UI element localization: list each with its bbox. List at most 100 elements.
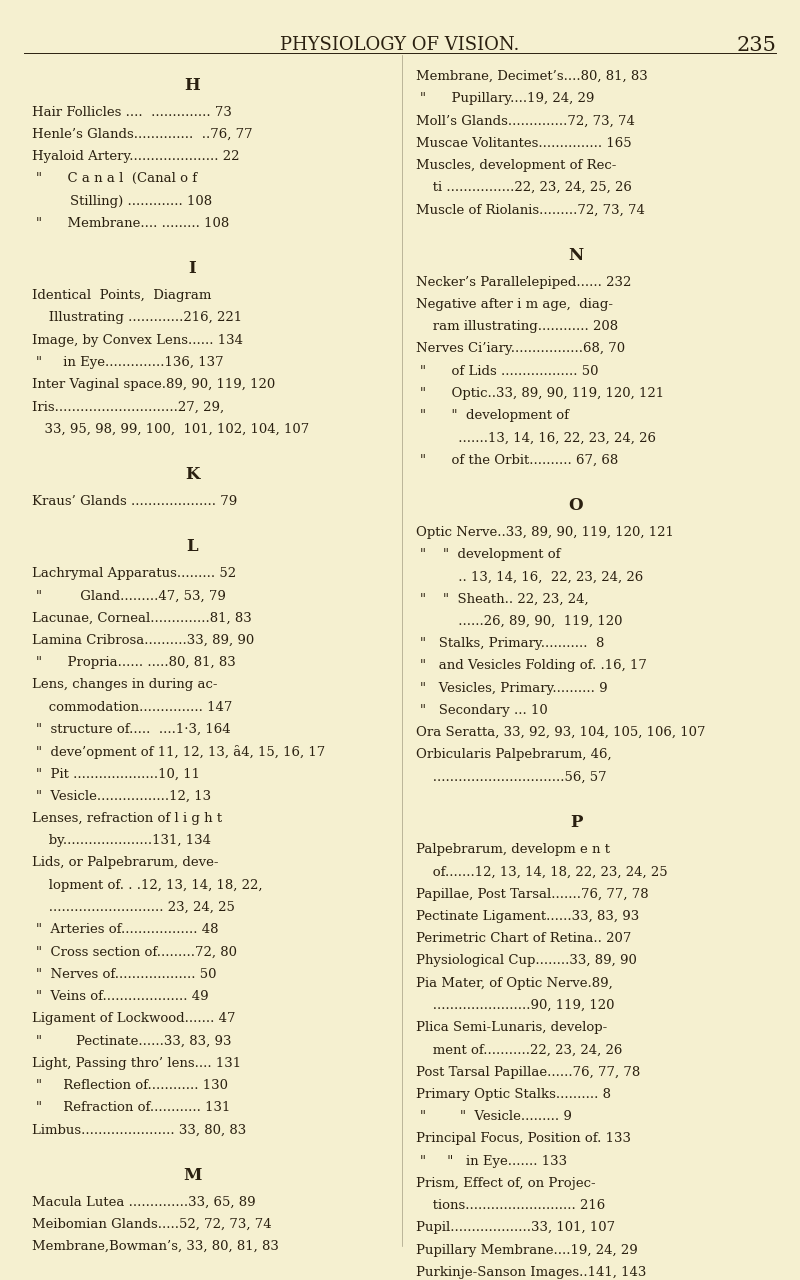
Text: Purkinje-Sanson Images..141, 143: Purkinje-Sanson Images..141, 143 bbox=[416, 1266, 646, 1279]
Text: Membrane,Bowman’s, 33, 80, 81, 83: Membrane,Bowman’s, 33, 80, 81, 83 bbox=[32, 1240, 279, 1253]
Text: tions.......................... 216: tions.......................... 216 bbox=[420, 1199, 606, 1212]
Text: P: P bbox=[570, 814, 582, 831]
Text: "     in Eye..............136, 137: " in Eye..............136, 137 bbox=[36, 356, 224, 369]
Text: .......................90, 119, 120: .......................90, 119, 120 bbox=[420, 998, 614, 1011]
Text: "      Propria...... .....80, 81, 83: " Propria...... .....80, 81, 83 bbox=[36, 657, 236, 669]
Text: Principal Focus, Position of. 133: Principal Focus, Position of. 133 bbox=[416, 1133, 631, 1146]
Text: "     "   in Eye....... 133: " " in Eye....... 133 bbox=[420, 1155, 567, 1167]
Text: ........................... 23, 24, 25: ........................... 23, 24, 25 bbox=[36, 901, 235, 914]
Text: Light, Passing thro’ lens.... 131: Light, Passing thro’ lens.... 131 bbox=[32, 1056, 241, 1070]
Text: ment of...........22, 23, 24, 26: ment of...........22, 23, 24, 26 bbox=[420, 1043, 622, 1056]
Text: Identical  Points,  Diagram: Identical Points, Diagram bbox=[32, 289, 211, 302]
Text: Henle’s Glands..............  ..76, 77: Henle’s Glands.............. ..76, 77 bbox=[32, 128, 253, 141]
Text: Illustrating .............216, 221: Illustrating .............216, 221 bbox=[36, 311, 242, 324]
Text: "      of the Orbit.......... 67, 68: " of the Orbit.......... 67, 68 bbox=[420, 453, 618, 467]
Text: "  Pit ....................10, 11: " Pit ....................10, 11 bbox=[36, 768, 200, 781]
Text: Membrane, Decimet’s....80, 81, 83: Membrane, Decimet’s....80, 81, 83 bbox=[416, 70, 648, 83]
Text: Lacunae, Corneal..............81, 83: Lacunae, Corneal..............81, 83 bbox=[32, 612, 252, 625]
Text: "  deve’opment of 11, 12, 13, ȃ4, 15, 16, 17: " deve’opment of 11, 12, 13, ȃ4, 15, 16,… bbox=[36, 745, 326, 759]
Text: Post Tarsal Papillae......76, 77, 78: Post Tarsal Papillae......76, 77, 78 bbox=[416, 1065, 640, 1079]
Text: ...............................56, 57: ...............................56, 57 bbox=[420, 771, 606, 783]
Text: Papillae, Post Tarsal.......76, 77, 78: Papillae, Post Tarsal.......76, 77, 78 bbox=[416, 887, 649, 901]
Text: Optic Nerve..33, 89, 90, 119, 120, 121: Optic Nerve..33, 89, 90, 119, 120, 121 bbox=[416, 526, 674, 539]
Text: "    "  development of: " " development of bbox=[420, 548, 561, 561]
Text: Pupil...................33, 101, 107: Pupil...................33, 101, 107 bbox=[416, 1221, 615, 1234]
Text: M: M bbox=[183, 1167, 201, 1184]
Text: "      Membrane.... ......... 108: " Membrane.... ......... 108 bbox=[36, 216, 230, 229]
Text: Kraus’ Glands .................... 79: Kraus’ Glands .................... 79 bbox=[32, 495, 238, 508]
Text: Pupillary Membrane....19, 24, 29: Pupillary Membrane....19, 24, 29 bbox=[416, 1243, 638, 1257]
Text: ......26, 89, 90,  119, 120: ......26, 89, 90, 119, 120 bbox=[420, 614, 622, 628]
Text: Lachrymal Apparatus......... 52: Lachrymal Apparatus......... 52 bbox=[32, 567, 236, 580]
Text: Lens, changes in during ac-: Lens, changes in during ac- bbox=[32, 678, 218, 691]
Text: "    "  Sheath.. 22, 23, 24,: " " Sheath.. 22, 23, 24, bbox=[420, 593, 589, 605]
Text: Ora Seratta, 33, 92, 93, 104, 105, 106, 107: Ora Seratta, 33, 92, 93, 104, 105, 106, … bbox=[416, 726, 706, 740]
Text: "     Reflection of............ 130: " Reflection of............ 130 bbox=[36, 1079, 228, 1092]
Text: L: L bbox=[186, 539, 198, 556]
Text: "   and Vesicles Folding of. .16, 17: " and Vesicles Folding of. .16, 17 bbox=[420, 659, 647, 672]
Text: "        "  Vesicle......... 9: " " Vesicle......... 9 bbox=[420, 1110, 572, 1123]
Text: Meibomian Glands.....52, 72, 73, 74: Meibomian Glands.....52, 72, 73, 74 bbox=[32, 1217, 272, 1231]
Text: I: I bbox=[188, 260, 196, 278]
Text: Muscae Volitantes............... 165: Muscae Volitantes............... 165 bbox=[416, 137, 632, 150]
Text: "   Secondary ... 10: " Secondary ... 10 bbox=[420, 704, 548, 717]
Text: Muscle of Riolanis.........72, 73, 74: Muscle of Riolanis.........72, 73, 74 bbox=[416, 204, 645, 216]
Text: "      of Lids .................. 50: " of Lids .................. 50 bbox=[420, 365, 598, 378]
Text: 33, 95, 98, 99, 100,  101, 102, 104, 107: 33, 95, 98, 99, 100, 101, 102, 104, 107 bbox=[36, 422, 310, 435]
Text: Iris.............................27, 29,: Iris.............................27, 29, bbox=[32, 401, 224, 413]
Text: Inter Vaginal space.89, 90, 119, 120: Inter Vaginal space.89, 90, 119, 120 bbox=[32, 378, 275, 392]
Text: Moll’s Glands..............72, 73, 74: Moll’s Glands..............72, 73, 74 bbox=[416, 114, 635, 128]
Text: Stilling) ............. 108: Stilling) ............. 108 bbox=[36, 195, 212, 207]
Text: Negative after i m age,  diag-: Negative after i m age, diag- bbox=[416, 298, 613, 311]
Text: "   Stalks, Primary...........  8: " Stalks, Primary........... 8 bbox=[420, 637, 604, 650]
Text: Plica Semi-Lunaris, develop-: Plica Semi-Lunaris, develop- bbox=[416, 1021, 607, 1034]
Text: Lenses, refraction of l i g h t: Lenses, refraction of l i g h t bbox=[32, 812, 222, 824]
Text: "  Vesicle.................12, 13: " Vesicle.................12, 13 bbox=[36, 790, 211, 803]
Text: "  Arteries of.................. 48: " Arteries of.................. 48 bbox=[36, 923, 218, 936]
Text: "   Vesicles, Primary.......... 9: " Vesicles, Primary.......... 9 bbox=[420, 682, 608, 695]
Text: commodation............... 147: commodation............... 147 bbox=[36, 700, 232, 714]
Text: "         Gland.........47, 53, 79: " Gland.........47, 53, 79 bbox=[36, 589, 226, 603]
Text: PHYSIOLOGY OF VISION.: PHYSIOLOGY OF VISION. bbox=[280, 36, 520, 54]
Text: .......13, 14, 16, 22, 23, 24, 26: .......13, 14, 16, 22, 23, 24, 26 bbox=[420, 431, 656, 444]
Text: "      Optic..33, 89, 90, 119, 120, 121: " Optic..33, 89, 90, 119, 120, 121 bbox=[420, 387, 664, 399]
Text: O: O bbox=[569, 497, 583, 515]
Text: Physiological Cup........33, 89, 90: Physiological Cup........33, 89, 90 bbox=[416, 955, 637, 968]
Text: 235: 235 bbox=[736, 36, 776, 55]
Text: .. 13, 14, 16,  22, 23, 24, 26: .. 13, 14, 16, 22, 23, 24, 26 bbox=[420, 571, 643, 584]
Text: Muscles, development of Rec-: Muscles, development of Rec- bbox=[416, 159, 616, 172]
Text: of.......12, 13, 14, 18, 22, 23, 24, 25: of.......12, 13, 14, 18, 22, 23, 24, 25 bbox=[420, 865, 668, 878]
Text: "  structure of.....  ....1·3, 164: " structure of..... ....1·3, 164 bbox=[36, 723, 230, 736]
Text: Lamina Cribrosa..........33, 89, 90: Lamina Cribrosa..........33, 89, 90 bbox=[32, 634, 254, 646]
Text: "      "  development of: " " development of bbox=[420, 410, 569, 422]
Text: Pia Mater, of Optic Nerve.89,: Pia Mater, of Optic Nerve.89, bbox=[416, 977, 613, 989]
Text: Image, by Convex Lens...... 134: Image, by Convex Lens...... 134 bbox=[32, 334, 243, 347]
Text: Macula Lutea ..............33, 65, 89: Macula Lutea ..............33, 65, 89 bbox=[32, 1196, 256, 1208]
Text: Hyaloid Artery..................... 22: Hyaloid Artery..................... 22 bbox=[32, 150, 239, 163]
Text: K: K bbox=[185, 466, 199, 483]
Text: ram illustrating............ 208: ram illustrating............ 208 bbox=[420, 320, 618, 333]
Text: by.....................131, 134: by.....................131, 134 bbox=[36, 835, 211, 847]
Text: Limbus...................... 33, 80, 83: Limbus...................... 33, 80, 83 bbox=[32, 1124, 246, 1137]
Text: lopment of. . .12, 13, 14, 18, 22,: lopment of. . .12, 13, 14, 18, 22, bbox=[36, 878, 262, 892]
Text: "  Nerves of................... 50: " Nerves of................... 50 bbox=[36, 968, 217, 980]
Text: "  Cross section of.........72, 80: " Cross section of.........72, 80 bbox=[36, 946, 237, 959]
Text: ti ................22, 23, 24, 25, 26: ti ................22, 23, 24, 25, 26 bbox=[420, 182, 632, 195]
Text: "     Refraction of............ 131: " Refraction of............ 131 bbox=[36, 1101, 230, 1114]
Text: "      C a n a l  (Canal o f: " C a n a l (Canal o f bbox=[36, 173, 197, 186]
Text: Hair Follicles ....  .............. 73: Hair Follicles .... .............. 73 bbox=[32, 105, 232, 119]
Text: Prism, Effect of, on Projec-: Prism, Effect of, on Projec- bbox=[416, 1176, 596, 1189]
Text: Necker’s Parallelepiped...... 232: Necker’s Parallelepiped...... 232 bbox=[416, 275, 631, 289]
Text: Palpebrarum, developm e n t: Palpebrarum, developm e n t bbox=[416, 844, 610, 856]
Text: H: H bbox=[184, 77, 200, 93]
Text: "      Pupillary....19, 24, 29: " Pupillary....19, 24, 29 bbox=[420, 92, 594, 105]
Text: "  Veins of.................... 49: " Veins of.................... 49 bbox=[36, 989, 209, 1002]
Text: Lids, or Palpebrarum, deve-: Lids, or Palpebrarum, deve- bbox=[32, 856, 218, 869]
Text: Orbicularis Palpebrarum, 46,: Orbicularis Palpebrarum, 46, bbox=[416, 749, 612, 762]
Text: N: N bbox=[569, 247, 583, 264]
Text: Perimetric Chart of Retina.. 207: Perimetric Chart of Retina.. 207 bbox=[416, 932, 631, 945]
Text: "        Pectinate......33, 83, 93: " Pectinate......33, 83, 93 bbox=[36, 1034, 231, 1047]
Text: Ligament of Lockwood....... 47: Ligament of Lockwood....... 47 bbox=[32, 1012, 235, 1025]
Text: Pectinate Ligament......33, 83, 93: Pectinate Ligament......33, 83, 93 bbox=[416, 910, 639, 923]
Text: Nerves Ci’iary.................68, 70: Nerves Ci’iary.................68, 70 bbox=[416, 343, 625, 356]
